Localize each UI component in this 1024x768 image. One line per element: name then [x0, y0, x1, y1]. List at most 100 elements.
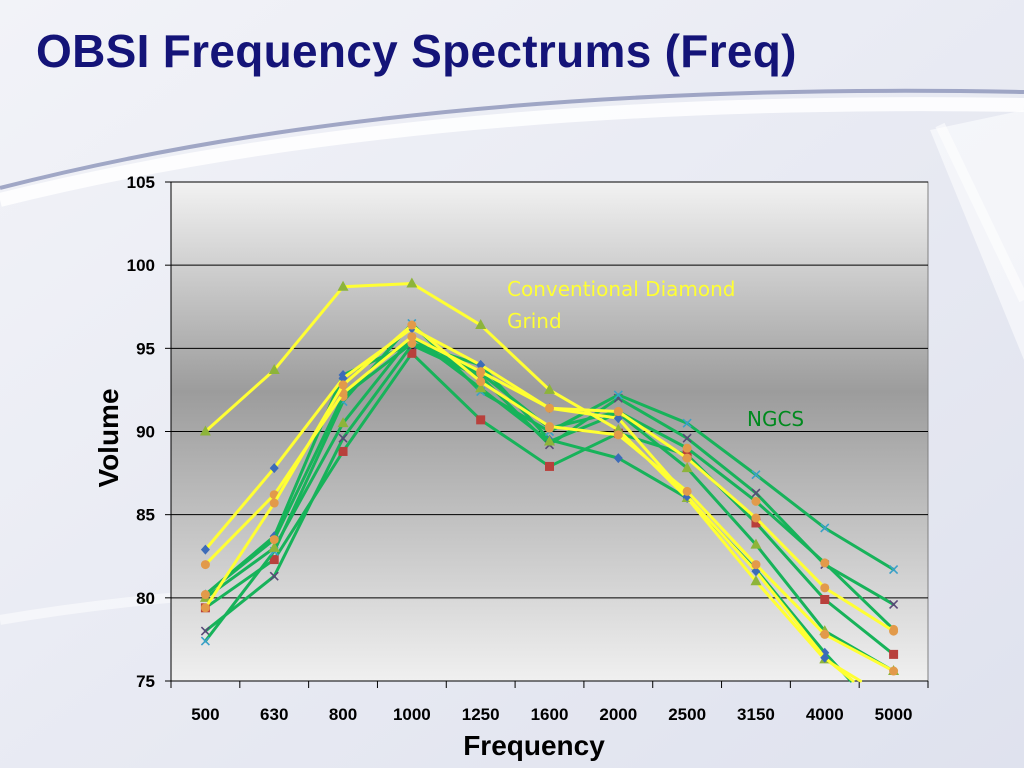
series-line-segment — [203, 493, 276, 567]
data-point — [613, 430, 623, 440]
series-line-segment — [203, 538, 276, 597]
y-tick-label: 85 — [136, 506, 155, 525]
series-line-segment — [341, 281, 414, 289]
data-point — [750, 575, 762, 586]
series-line-segment — [685, 494, 758, 573]
data-point — [268, 363, 280, 374]
data-point — [199, 425, 211, 436]
data-point — [200, 560, 210, 570]
series-layer — [199, 277, 900, 683]
series-line-segment — [616, 396, 689, 440]
series-line-segment — [410, 335, 483, 390]
data-point — [682, 418, 692, 428]
data-point — [820, 594, 830, 604]
y-tick-label: 90 — [136, 423, 155, 442]
series-line-segment — [685, 456, 758, 520]
series-line-segment — [341, 335, 414, 395]
series-line-segment — [341, 323, 414, 387]
series-line-segment — [685, 496, 758, 583]
series-line-segment — [548, 410, 620, 430]
series-line-segment — [616, 456, 689, 500]
x-axis-ticks: 500 630 800 1000 1250 1600 2000 2500 3150 4000 500… — [170, 681, 929, 724]
data-point — [269, 571, 279, 581]
data-point — [545, 461, 554, 471]
x-tick-label: 500 — [191, 705, 219, 724]
data-point — [820, 583, 830, 593]
series-line-segment — [754, 543, 827, 633]
x-tick-label: 1600 — [531, 705, 569, 724]
data-point — [407, 320, 417, 330]
series-line-segment — [341, 351, 414, 453]
data-point — [889, 626, 899, 636]
data-point — [750, 538, 762, 549]
series-line-segment — [685, 446, 758, 503]
data-point — [751, 470, 761, 480]
series-line-segment — [754, 516, 827, 590]
series-line-segment — [410, 323, 483, 384]
series-line-segment — [685, 466, 758, 547]
data-point — [338, 373, 348, 384]
series-line-segment — [823, 526, 896, 572]
series-line-segment — [272, 421, 345, 550]
series-line-segment — [616, 393, 689, 425]
data-point — [269, 498, 279, 508]
data-point — [682, 443, 692, 453]
series-line-segment — [341, 341, 414, 399]
data-point — [751, 488, 761, 498]
series-line-segment — [616, 410, 689, 460]
series-line-segment — [823, 586, 896, 633]
series-line-segment — [754, 499, 827, 565]
series-line-segment — [203, 368, 276, 433]
x-tick-label: 4000 — [806, 705, 844, 724]
annotation-ngcs: NGCS — [747, 407, 804, 431]
data-point — [545, 403, 554, 413]
data-point — [269, 555, 279, 565]
data-point — [407, 348, 417, 358]
series-line-segment — [548, 406, 620, 414]
data-point — [889, 666, 899, 676]
data-point — [338, 380, 348, 390]
x-tick-label: 3150 — [737, 705, 775, 724]
data-point — [613, 453, 623, 464]
data-point — [475, 382, 487, 393]
series-line-segment — [754, 563, 827, 636]
data-point — [682, 433, 692, 443]
data-point — [476, 367, 486, 377]
annotation-conventional-line: Conventional Diamond — [507, 277, 735, 301]
data-point — [476, 377, 486, 387]
data-point — [889, 649, 899, 659]
series-line-segment — [203, 549, 276, 643]
series-line-segment — [203, 466, 276, 552]
series-line-segment — [479, 370, 551, 410]
y-axis-title: Volume — [93, 388, 124, 487]
data-point — [338, 433, 348, 443]
data-point — [200, 544, 210, 555]
data-point — [820, 652, 830, 663]
data-point — [200, 590, 210, 600]
series-line-segment — [272, 383, 345, 505]
series-line-segment — [823, 597, 896, 656]
y-tick-label: 80 — [136, 589, 155, 608]
y-tick-label: 100 — [127, 256, 155, 275]
series-line-segment — [685, 436, 758, 495]
data-point — [751, 496, 761, 506]
series-line-segment — [823, 632, 896, 673]
x-tick-label: 1000 — [393, 705, 431, 724]
data-point — [545, 422, 554, 432]
data-point — [406, 277, 418, 288]
annotations: Conventional Diamond Grind NGCS — [507, 277, 804, 431]
data-point — [820, 523, 830, 533]
data-point — [200, 636, 210, 646]
series-line-segment — [548, 425, 620, 437]
series-line-segment — [548, 431, 620, 468]
series-line-segment — [685, 421, 758, 477]
data-point — [544, 383, 555, 394]
data-point — [407, 338, 417, 348]
series-line-segment — [479, 380, 551, 429]
data-point — [682, 453, 692, 463]
series-line-segment — [479, 418, 551, 468]
slide-title: OBSI Frequency Spectrums (Freq) — [36, 25, 797, 77]
series-line-segment — [479, 323, 551, 392]
series-line-segment — [823, 656, 855, 683]
series-line-segment — [685, 489, 758, 567]
